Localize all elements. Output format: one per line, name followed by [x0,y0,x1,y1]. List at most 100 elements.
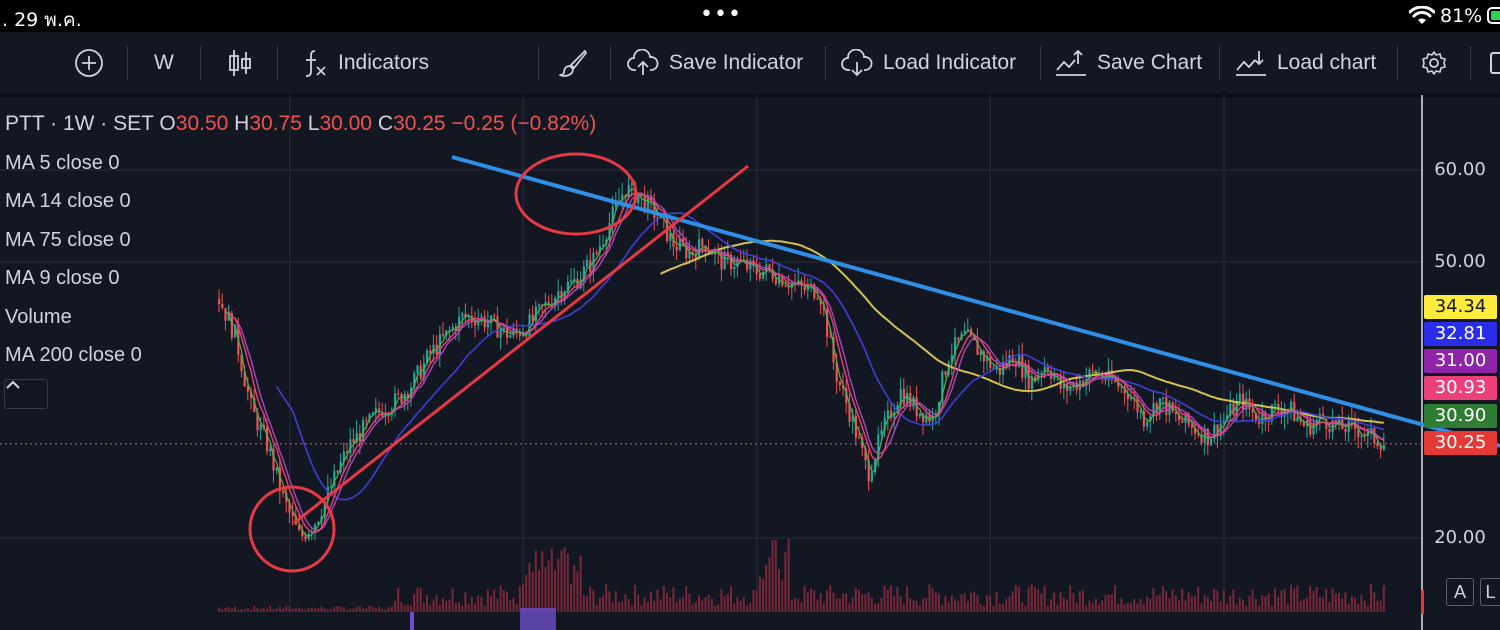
save-chart-button[interactable]: Save Chart [1055,32,1202,94]
cloud-download-icon [841,49,873,77]
volume-bar [1219,601,1222,612]
candle-body [1162,397,1165,399]
candle-body [323,500,326,517]
volume-bar [765,564,768,612]
study-legend-ma9[interactable]: MA 9 close 0 [5,267,120,289]
price-chart[interactable] [0,95,1500,630]
auto-scale-button[interactable]: A [1446,578,1474,606]
candle-body [1197,433,1200,435]
save-indicator-button[interactable]: Save Indicator [627,32,803,94]
high-label: H [234,112,250,135]
volume-bar [509,600,512,612]
toolbar-divider [1219,46,1220,80]
volume-bar [995,592,998,612]
multitask-dots[interactable]: ••• [700,2,742,27]
volume-bar [806,592,809,612]
volume-bar [1235,604,1238,612]
volume-bar [1072,592,1075,612]
volume-bar [1322,597,1324,612]
volume-bar [413,594,416,612]
study-legend-ma75[interactable]: MA 75 close 0 [5,229,131,251]
volume-bar [480,596,483,612]
candle-body [282,491,285,493]
volume-bar [1155,595,1158,612]
candle-body [758,273,761,279]
volume-bar [522,584,524,612]
candle-body [1056,375,1059,377]
volume-bar [438,604,441,612]
volume-bar [1290,584,1292,612]
volume-bar [986,595,988,612]
candle-body [685,244,688,259]
volume-bar [707,594,710,612]
volume-bar [435,595,438,612]
fullscreen-icon[interactable] [1490,52,1500,74]
candle-body [829,336,832,338]
study-legend-ma200[interactable]: MA 200 close 0 [5,344,142,366]
price-axis-tick: 60.00 [1434,159,1486,180]
volume-bar [1293,588,1296,612]
volume-bar [1158,594,1161,612]
candle-body [1379,446,1382,450]
volume-bar [1261,595,1264,612]
volume-bar [387,607,390,612]
close-value: 30.25 [393,112,446,135]
volume-bar [1210,601,1212,612]
candle-body [1088,369,1091,379]
candle-body [1331,419,1334,433]
volume-bar [1053,592,1056,612]
candle-body [317,521,320,525]
volume-bar [442,598,444,612]
candle-body [998,367,1001,375]
volume-bar [992,605,995,612]
load-chart-label: Load chart [1277,51,1377,74]
volume-bar [950,595,953,612]
chart-pane[interactable]: PTT · 1W · SET O30.50 H30.75 L30.00 C30.… [0,95,1500,630]
volume-bar [941,604,944,612]
candle-body [925,414,928,423]
volume-bar [909,598,912,612]
volume-bar [1203,595,1206,612]
interval-button[interactable]: W [154,32,174,94]
volume-bar [918,604,921,612]
volume-bar [390,606,393,612]
volume-bar [1034,587,1036,612]
candle-body [1302,421,1305,427]
volume-bar [1088,600,1091,612]
candle-body [861,437,864,449]
volume-bar [221,609,224,612]
volume-bar [630,605,633,612]
legend-collapse-button[interactable] [4,379,48,409]
settings-button[interactable] [1421,32,1447,94]
symbol-title[interactable]: PTT · 1W · SET [5,112,154,135]
volume-bar [989,595,992,612]
volume-bar [378,606,380,612]
volume-bar [810,588,812,612]
volume-bar [326,609,329,612]
volume-bar [1152,588,1155,612]
gear-icon [1422,51,1446,75]
volume-bar [1277,596,1280,612]
study-legend-ma5[interactable]: MA 5 close 0 [5,152,120,174]
chart-type-button[interactable] [227,32,253,94]
candle-body [1238,393,1241,401]
study-legend-ma14[interactable]: MA 14 close 0 [5,190,131,212]
candle-body [358,432,361,442]
candle-body [1267,420,1270,422]
candle-body [867,460,870,482]
candle-body [1184,413,1187,423]
load-chart-button[interactable]: Load chart [1235,32,1376,94]
volume-bar [554,570,556,612]
candle-body [598,246,601,253]
candle-body [854,415,857,438]
study-legend-volume[interactable]: Volume [5,306,72,328]
drawing-brush-button[interactable] [558,32,588,94]
volume-bar [506,591,508,612]
load-indicator-button[interactable]: Load Indicator [841,32,1016,94]
candle-body [1312,423,1315,435]
add-symbol-button[interactable] [74,32,104,94]
log-scale-button[interactable]: L [1480,578,1500,606]
volume-bar [1168,598,1171,612]
indicators-button[interactable]: Indicators [302,32,429,94]
candle-body [755,265,758,274]
